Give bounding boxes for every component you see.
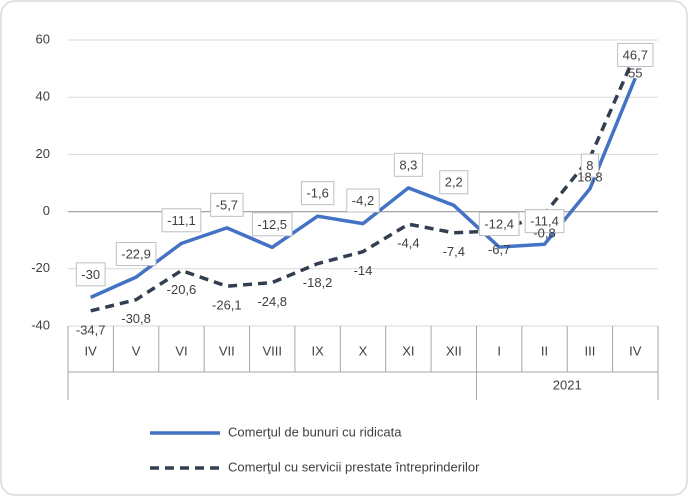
y-tick-label: 40: [36, 89, 50, 104]
x-tick-label: III: [585, 343, 596, 358]
data-label: -20,6: [167, 282, 197, 297]
data-label-box: [617, 42, 654, 67]
x-tick-label: V: [132, 343, 141, 358]
x-tick-label: VI: [175, 343, 187, 358]
data-label-box: [478, 212, 520, 237]
data-label-box: [210, 192, 244, 217]
y-tick-label: 0: [43, 203, 50, 218]
data-label: -34,7: [76, 322, 106, 337]
data-label-box: [251, 212, 293, 237]
data-label: -24,8: [257, 294, 287, 309]
x-tick-label: VII: [219, 343, 235, 358]
data-label: 18,8: [577, 169, 602, 184]
data-label: -7,4: [443, 244, 465, 259]
data-label: 55: [628, 66, 642, 81]
data-label-box: [161, 208, 202, 233]
data-label-box: [75, 262, 106, 287]
x-tick-label: IX: [311, 343, 324, 358]
data-label: -11,4: [530, 214, 559, 229]
x-tick-label: XII: [446, 343, 462, 358]
data-label: -12,5: [257, 217, 287, 232]
data-label: -14: [354, 263, 373, 278]
legend-label: Comerţul cu servicii prestate întreprind…: [228, 459, 480, 474]
data-label: 46,7: [623, 47, 648, 62]
y-tick-label: -40: [31, 317, 50, 332]
data-label: -4,2: [352, 193, 374, 208]
data-label: -22,9: [121, 247, 151, 262]
x-tick-label: X: [359, 343, 368, 358]
data-label: -30,8: [121, 311, 151, 326]
data-label-box: [346, 188, 380, 213]
data-label: -4,4: [397, 236, 419, 251]
data-label: -0,8: [533, 225, 555, 240]
data-label-box: [393, 152, 423, 177]
data-label: -5,7: [216, 197, 238, 212]
data-label: 2,2: [445, 175, 463, 190]
legend-label: Comerţul de bunuri cu ridicata: [228, 424, 402, 439]
x-tick-label: VIII: [262, 343, 282, 358]
data-label: -6,7: [488, 242, 510, 257]
group-label: 2021: [553, 377, 582, 392]
data-label-box: [580, 153, 600, 178]
data-label: -1,6: [306, 186, 328, 201]
x-tick-label: II: [541, 343, 548, 358]
y-tick-label: -20: [31, 260, 50, 275]
data-label: -26,1: [212, 298, 242, 313]
series-line: [89, 77, 637, 299]
y-tick-label: 20: [36, 146, 50, 161]
data-label-box: [524, 209, 565, 234]
y-tick-label: 60: [36, 31, 50, 46]
x-tick-label: XI: [402, 343, 414, 358]
x-tick-label: I: [497, 343, 501, 358]
data-label-box: [439, 170, 469, 195]
x-tick-label: IV: [629, 343, 642, 358]
data-label: 8,3: [399, 157, 417, 172]
data-label-box: [300, 181, 335, 206]
data-label: -11,1: [167, 213, 196, 228]
x-tick-label: IV: [85, 343, 98, 358]
data-label: -12,4: [484, 217, 514, 232]
data-label: -18,2: [303, 275, 333, 290]
data-label: -30: [81, 267, 100, 282]
data-label: 8: [586, 158, 593, 173]
data-label-box: [115, 242, 157, 267]
